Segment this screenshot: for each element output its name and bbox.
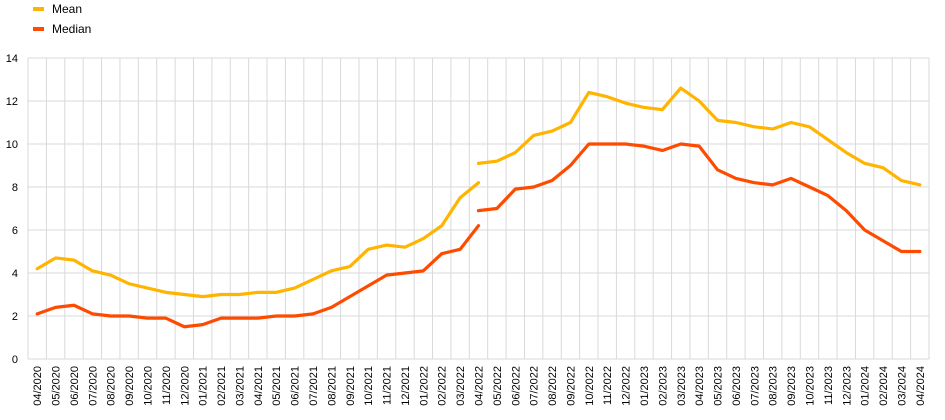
gridlines: [27, 57, 930, 360]
x-tick-label: 09/2020: [124, 366, 136, 406]
x-tick-label: 07/2021: [308, 366, 320, 406]
y-axis-ticks: 0 2 4 6 8 10 12 14: [6, 53, 18, 366]
x-tick-label: 11/2022: [602, 366, 614, 405]
series-lines: [35, 86, 922, 329]
x-tick-label: 12/2022: [621, 366, 633, 406]
x-tick-label: 07/2023: [749, 366, 761, 406]
series-line-mean: [35, 181, 481, 299]
x-tick-label: 01/2022: [418, 366, 430, 406]
x-tick-label: 08/2022: [547, 366, 559, 406]
x-tick-label: 03/2024: [896, 366, 908, 406]
x-tick-label: 05/2023: [713, 366, 725, 406]
legend-label-mean: Mean: [52, 2, 82, 16]
x-tick-label: 06/2022: [510, 366, 522, 406]
x-tick-label: 01/2021: [198, 366, 210, 406]
x-tick-label: 02/2024: [878, 366, 890, 406]
x-tick-label: 12/2023: [841, 366, 853, 406]
x-tick-label: 08/2021: [326, 366, 338, 406]
x-tick-label: 04/2024: [915, 366, 927, 406]
x-tick-label: 11/2023: [823, 366, 835, 405]
y-tick-label: 0: [12, 354, 18, 366]
x-tick-label: 04/2022: [474, 366, 486, 406]
x-tick-label: 04/2023: [694, 366, 706, 406]
x-tick-label: 02/2023: [657, 366, 669, 406]
y-tick-label: 10: [6, 139, 18, 151]
x-tick-label: 08/2020: [106, 366, 118, 406]
series-line-median: [476, 142, 922, 254]
x-tick-label: 06/2023: [731, 366, 743, 406]
legend-label-median: Median: [52, 22, 91, 36]
x-tick-label: 11/2020: [161, 366, 173, 405]
y-tick-label: 2: [12, 311, 18, 323]
x-tick-label: 01/2023: [639, 366, 651, 406]
y-tick-label: 8: [12, 182, 18, 194]
x-tick-label: 03/2023: [676, 366, 688, 406]
x-tick-label: 08/2023: [768, 366, 780, 406]
x-tick-label: 01/2024: [860, 366, 872, 406]
x-tick-label: 05/2020: [51, 366, 63, 406]
x-axis-ticks: 04/2020 05/2020 06/2020 07/2020 08/2020 09/20…: [32, 366, 927, 406]
y-tick-label: 14: [6, 53, 18, 65]
x-tick-label: 02/2022: [437, 366, 449, 406]
x-tick-label: 12/2020: [179, 366, 191, 406]
x-tick-label: 05/2021: [271, 366, 283, 406]
y-tick-label: 12: [6, 96, 18, 108]
x-tick-label: 12/2021: [400, 366, 412, 406]
x-tick-label: 05/2022: [492, 366, 504, 406]
x-tick-label: 10/2022: [584, 366, 596, 406]
x-tick-label: 02/2021: [216, 366, 228, 406]
legend: Mean Median: [33, 2, 91, 36]
y-tick-label: 4: [12, 268, 18, 280]
x-tick-label: 09/2023: [786, 366, 798, 406]
x-tick-label: 09/2022: [565, 366, 577, 406]
x-tick-label: 04/2021: [253, 366, 265, 406]
x-tick-label: 06/2021: [290, 366, 302, 406]
x-tick-label: 07/2022: [529, 366, 541, 406]
x-tick-label: 09/2021: [345, 366, 357, 406]
x-tick-label: 03/2022: [455, 366, 467, 406]
series-line-mean: [476, 86, 922, 187]
series-line-median: [35, 224, 481, 329]
x-tick-label: 03/2021: [234, 366, 246, 406]
y-tick-label: 6: [12, 225, 18, 237]
x-tick-label: 11/2021: [382, 366, 394, 405]
x-tick-label: 10/2023: [804, 366, 816, 406]
x-tick-label: 07/2020: [87, 366, 99, 406]
x-tick-label: 06/2020: [69, 366, 81, 406]
x-tick-label: 04/2020: [32, 366, 44, 406]
x-tick-label: 10/2021: [363, 366, 375, 406]
x-tick-label: 10/2020: [143, 366, 155, 406]
